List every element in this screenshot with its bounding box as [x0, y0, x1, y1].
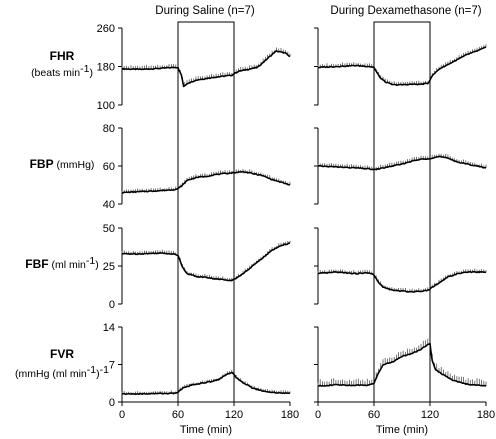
x-axis-title-saline: Time (min) [180, 424, 232, 436]
row-label-tail: ) [96, 368, 100, 380]
y-tick-label: 60 [103, 161, 115, 173]
row-label-abbr: FBF [25, 257, 48, 271]
row-label-sup: -1 [87, 364, 96, 376]
row-label-tail: ) [95, 259, 99, 271]
row-label-fbp: FBP (mmHg) [30, 157, 95, 171]
series-line-fhr-saline [121, 50, 291, 88]
panel-fbp-saline: 40 60 80 [103, 123, 291, 211]
x-tick-label: 120 [225, 409, 243, 421]
row-label-unit: (ml min [49, 259, 86, 271]
row-label-unit: (mmHg (ml min [15, 368, 87, 380]
y-tick-label: 40 [103, 199, 115, 211]
y-tick-label: 180 [97, 62, 115, 74]
x-tick-label: 180 [281, 409, 299, 421]
y-tick-label: 25 [103, 261, 115, 273]
row-label-sup2: -1 [100, 364, 109, 376]
x-tick-label: 60 [172, 409, 184, 421]
x-tick-label: 60 [368, 409, 380, 421]
column-title-saline: During Saline (n=7) [155, 5, 255, 17]
row-label-sup: -1 [80, 63, 89, 75]
error-bars [317, 337, 487, 387]
column-titles: During Saline (n=7) During Dexamethasone… [155, 5, 481, 17]
row-label-abbr: FBP [30, 157, 54, 171]
hypoxia-windows [177, 21, 431, 403]
x-tick-label: 0 [119, 409, 125, 421]
panel-fhr-dex [314, 27, 487, 106]
series-line-fvr-saline [121, 371, 290, 396]
y-tick-label: 0 [109, 397, 115, 409]
panel-fbp-dex [314, 127, 487, 205]
series-line-fhr-dex [317, 46, 487, 86]
row-unit-fhr: (beats min-1) [31, 63, 93, 79]
panel-fvr-dex [314, 326, 487, 403]
y-tick-label: 80 [103, 123, 115, 135]
row-labels: FHR(beats min-1)FBP (mmHg)FBF (ml min-1)… [15, 49, 109, 380]
x-tick-label: 120 [421, 409, 439, 421]
error-bars [121, 47, 291, 86]
row-unit-fvr: (mmHg (ml min-1)-1 [15, 364, 109, 380]
row-label-fhr: FHR [50, 49, 75, 63]
row-label-fbf: FBF (ml min-1) [25, 255, 99, 271]
y-tick-label: 50 [103, 223, 115, 235]
y-tick-label: 7 [109, 360, 115, 372]
column-title-dexamethasone: During Dexamethasone (n=7) [330, 5, 481, 17]
row-label-abbr: FVR [50, 347, 74, 361]
x-tick-label: 180 [477, 409, 495, 421]
panels: 100 180 260 40 60 80 0 25 50 0 7 14 [97, 23, 487, 409]
panel-fbf-saline: 0 25 50 [103, 223, 291, 311]
series-line-fbp-dex [318, 155, 487, 171]
error-bars [121, 240, 291, 281]
row-label-sup: -1 [86, 255, 95, 267]
row-label-tail: ) [89, 67, 93, 79]
panel-fvr-saline: 0 7 14 [103, 322, 291, 409]
series-line-fbp-saline [122, 170, 291, 194]
series-line-fvr-dex [317, 342, 487, 387]
y-tick-label: 0 [109, 299, 115, 311]
panel-fhr-saline: 100 180 260 [97, 23, 291, 112]
error-bars [121, 169, 291, 193]
panel-fbf-dex [314, 227, 487, 305]
row-label-unit: (beats min [31, 67, 80, 79]
row-label-unit: (mmHg) [54, 159, 95, 171]
x-axes: 0 60 120 180 Time (min) 0 60 120 180 Time (min) [119, 401, 495, 436]
row-label-fvr: FVR [50, 347, 74, 361]
x-axis-title-dex: Time (min) [376, 424, 428, 436]
row-label-abbr: FHR [50, 49, 75, 63]
x-tick-label: 0 [315, 409, 321, 421]
series-line-fbf-saline [122, 242, 290, 282]
series-line-fbf-dex [318, 270, 487, 293]
error-bars [317, 44, 487, 86]
y-tick-label: 100 [97, 100, 115, 112]
y-tick-label: 260 [97, 23, 115, 35]
y-tick-label: 14 [103, 322, 115, 334]
